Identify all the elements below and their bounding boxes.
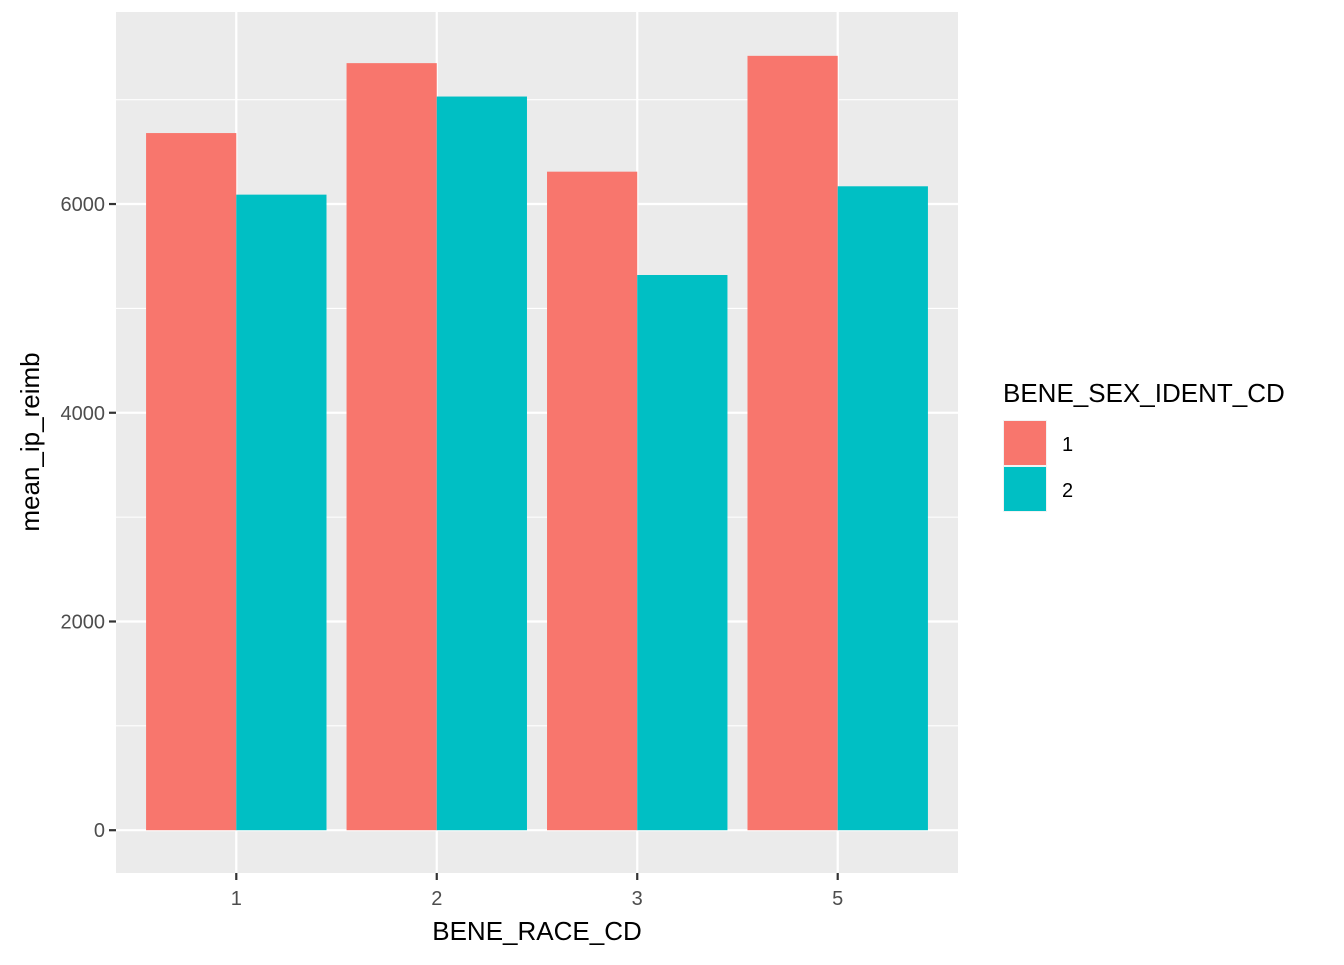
x-tick-label: 1	[231, 888, 242, 910]
bar-2-series-2	[436, 96, 527, 831]
y-axis-title: mean_ip_reimb	[15, 352, 45, 531]
bar-1-series-1	[146, 133, 237, 831]
legend-title: BENE_SEX_IDENT_CD	[1003, 378, 1285, 408]
legend-label: 1	[1062, 434, 1073, 456]
bars	[146, 55, 928, 831]
y-axis: 0 2000 4000 6000	[61, 194, 116, 842]
bar-3-series-2	[637, 274, 728, 831]
y-tick-label: 4000	[61, 403, 106, 425]
bar-3-series-1	[547, 171, 638, 831]
x-axis-title: BENE_RACE_CD	[432, 916, 642, 946]
bar-5-series-2	[837, 186, 928, 831]
x-axis: 1 2 3 5	[231, 873, 843, 910]
y-tick-label: 6000	[61, 194, 106, 216]
y-tick-label: 2000	[61, 611, 106, 633]
legend: BENE_SEX_IDENT_CD 1 2	[1003, 378, 1285, 512]
x-tick-label: 5	[832, 888, 843, 910]
bar-1-series-2	[236, 194, 327, 831]
y-tick-label: 0	[94, 820, 105, 842]
x-tick-label: 2	[431, 888, 442, 910]
legend-swatch	[1004, 421, 1046, 465]
x-tick-label: 3	[632, 888, 643, 910]
legend-swatch	[1004, 467, 1046, 511]
bar-2-series-1	[346, 63, 437, 831]
bar-5-series-1	[747, 55, 838, 831]
legend-label: 2	[1062, 480, 1073, 502]
